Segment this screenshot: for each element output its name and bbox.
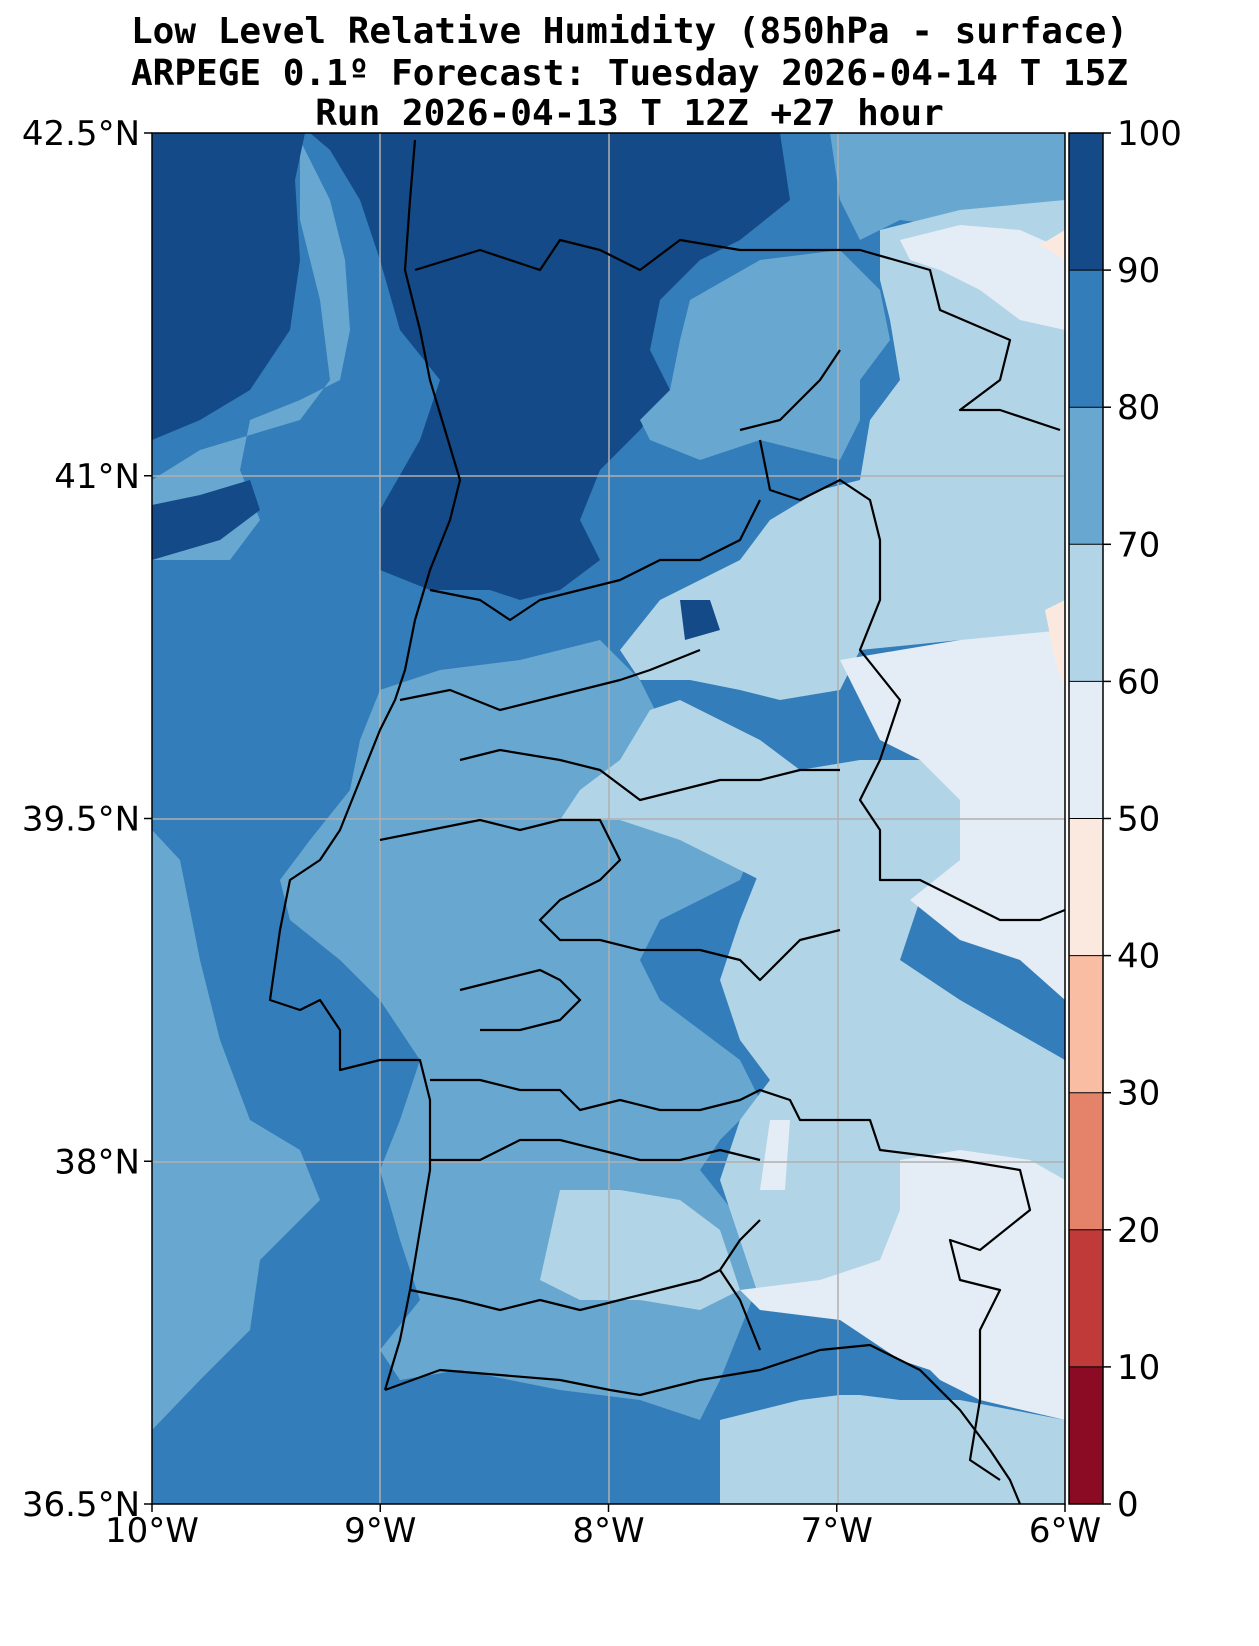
colorbar-tick-label: 90 [1117,251,1160,291]
coastline-west [268,139,462,1391]
chart-title-line2: ARPEGE 0.1º Forecast: Tuesday 2026-04-14… [131,53,1128,94]
y-tick-label: 38°N [54,1142,140,1182]
field-70-80-north-interior [640,250,890,460]
field-90-100-northwest [152,133,305,440]
field-90-100-west-blob [152,480,260,560]
border-district-2 [399,648,701,712]
border-portugal-spain-north [414,238,1061,432]
y-tick-label: 36.5°N [22,1485,140,1525]
colorbar-segment [1069,1229,1103,1367]
border-district-3 [459,748,840,802]
field-70-80-offshore [152,830,320,1430]
field-60-70-bottom-right [720,1390,1065,1504]
field-50-60-east [840,630,1065,1000]
field-60-70-southwest [540,1190,740,1310]
chart-title-line1: Low Level Relative Humidity (850hPa - su… [131,11,1128,52]
colorbar: 0 10 20 30 40 50 60 70 80 90 100 [1068,114,1182,1525]
colorbar-segment [1069,1092,1103,1230]
field-50-60-southeast [740,1150,1065,1420]
field-80-90-south-strip [760,1340,960,1400]
colorbar-tick-label: 30 [1117,1074,1160,1114]
x-tick-label: 9°W [344,1511,416,1551]
border-district-7 [430,1138,761,1162]
colorbar-segment [1069,955,1103,1093]
coastline-south [384,1343,1022,1504]
field-50-60-northeast-lobe [900,225,1065,330]
borders [268,139,1065,1504]
colorbar-segment [1069,818,1103,956]
border-district-9 [719,1269,762,1351]
y-tick-label: 42.5°N [22,114,140,154]
border-district-5 [459,968,582,1032]
x-tick-label: 6°W [1029,1511,1101,1551]
y-axis: 42.5°N 41°N 39.5°N 38°N 36.5°N [22,114,152,1525]
field-40-50-east-patch [1045,600,1065,690]
field-60-70-northeast [620,200,1065,700]
colorbar-tick-label: 40 [1117,937,1160,977]
y-tick-label: 39.5°N [22,800,140,840]
graticule [152,133,1065,1504]
colorbar-tick-label: 50 [1117,800,1160,840]
border-district-8 [409,1219,761,1312]
colorbar-tick-label: 10 [1117,1348,1160,1388]
colorbar-tick-label: 0 [1117,1485,1139,1525]
field-90-100-spot [680,600,720,640]
colorbar-segment [1069,681,1103,819]
y-tick-label: 41°N [54,457,140,497]
colorbar-tick-label: 100 [1117,114,1182,154]
border-district-6 [430,1078,840,1122]
colorbar-segment [1069,270,1103,408]
colorbar-tick-label: 80 [1117,388,1160,428]
colorbar-tick-label: 60 [1117,662,1160,702]
field-70-80-west-band [152,140,350,560]
border-portugal-spain-east [758,439,1065,922]
field-40-50-northeast-patch [1040,230,1065,260]
humidity-field [152,133,1065,1504]
border-district-4 [379,818,841,982]
border-district-1 [429,499,761,622]
x-tick-label: 10°W [105,1511,199,1551]
colorbar-tick-label: 70 [1117,525,1160,565]
x-tick-label: 7°W [801,1511,873,1551]
field-90-100-north-coast [310,133,790,600]
border-south-east [840,1118,1032,1481]
x-tick-label: 8°W [572,1511,644,1551]
colorbar-segment [1069,544,1103,682]
chart-title-line3: Run 2026-04-13 T 12Z +27 hour [315,93,944,134]
x-axis: 10°W 9°W 8°W 7°W 6°W [105,1504,1101,1551]
colorbar-segment [1069,133,1103,271]
colorbar-segment [1069,407,1103,545]
border-east [739,349,841,432]
colorbar-segment [1069,1366,1103,1504]
field-50-60-streak [760,1120,790,1190]
colorbar-tick-label: 20 [1117,1211,1160,1251]
